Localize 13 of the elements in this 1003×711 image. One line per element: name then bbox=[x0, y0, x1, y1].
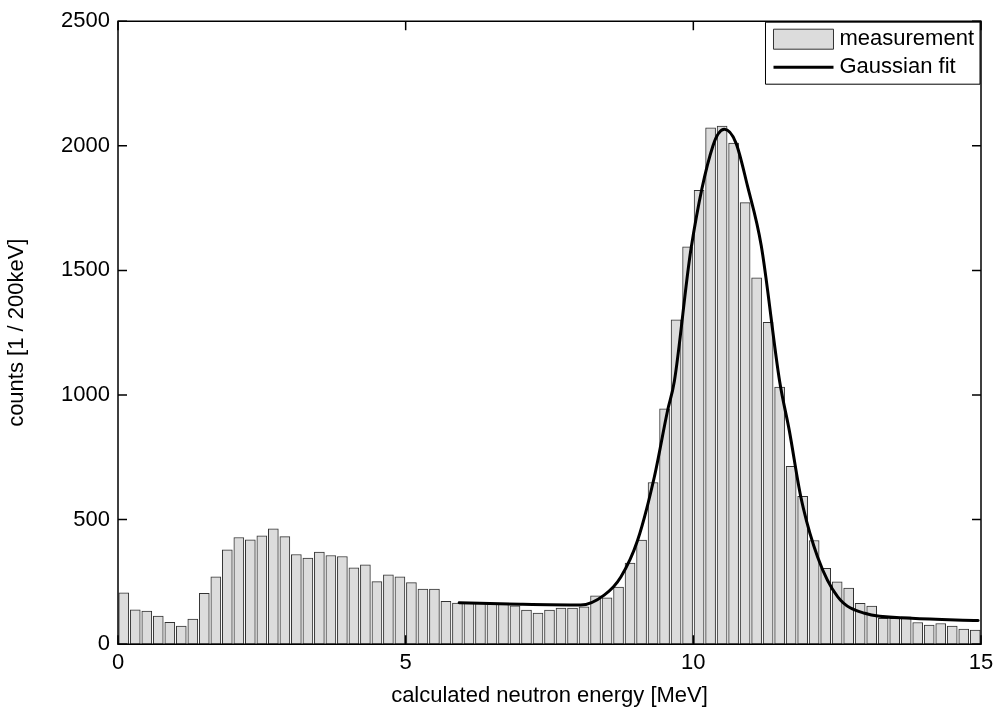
legend-label: measurement bbox=[839, 25, 975, 51]
legend-label: Gaussian fit bbox=[839, 53, 956, 79]
y-tick-label: 1500 bbox=[61, 256, 110, 282]
x-axis-title: calculated neutron energy [MeV] bbox=[391, 681, 708, 707]
y-tick-label: 1000 bbox=[61, 381, 110, 407]
y-tick-label: 2500 bbox=[61, 7, 110, 33]
y-tick-label: 0 bbox=[97, 630, 110, 656]
y-axis-title: counts [1 / 200keV] bbox=[3, 238, 29, 427]
x-tick-label: 10 bbox=[681, 649, 706, 675]
x-tick-label: 15 bbox=[968, 649, 994, 675]
y-tick-label: 500 bbox=[73, 505, 110, 531]
y-tick-label: 2000 bbox=[61, 131, 110, 157]
x-tick-label: 5 bbox=[399, 649, 412, 675]
